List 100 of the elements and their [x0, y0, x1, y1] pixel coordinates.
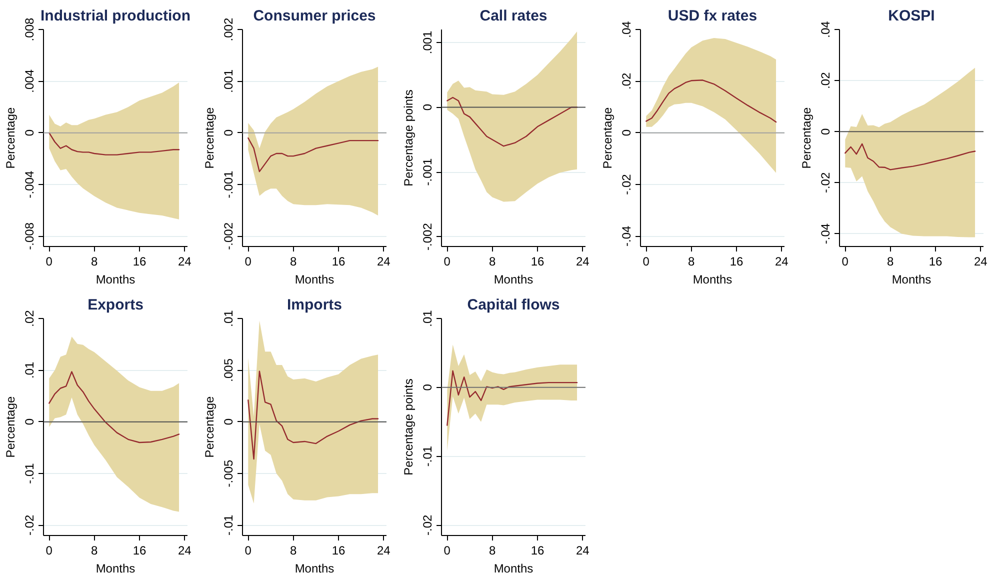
x-axis-title: Months [494, 562, 534, 576]
x-tick-label: 16 [132, 254, 146, 268]
x-axis-title: Months [892, 272, 932, 286]
y-tick-label: 0 [22, 418, 36, 426]
y-tick-label: .002 [222, 17, 236, 42]
x-tick-label: 0 [46, 254, 53, 268]
x-axis-title: Months [96, 562, 136, 576]
line-series [48, 371, 180, 444]
y-tick-label: -.005 [222, 460, 236, 488]
y-tick-label: .001 [222, 69, 236, 93]
x-axis-title: Months [294, 562, 334, 576]
y-tick-label: -.02 [22, 514, 36, 536]
x-tick-label: 24 [178, 544, 192, 558]
x-tick-label: 8 [290, 544, 297, 558]
x-tick-label: 8 [488, 544, 496, 558]
y-tick-label: .008 [22, 17, 36, 42]
y-tick-label: -.04 [818, 223, 832, 244]
x-tick-label: 0 [444, 254, 451, 268]
line-series [844, 143, 976, 170]
y-axis-title: Percentage points [402, 378, 416, 476]
y-tick-label: 0 [222, 418, 236, 426]
line-series [48, 132, 180, 156]
y-tick-label: -.02 [818, 172, 832, 194]
x-tick-label: 24 [974, 254, 988, 268]
y-tick-label: -.01 [222, 514, 236, 536]
x-tick-label: 0 [842, 254, 849, 268]
y-axis-title: Percentage [800, 106, 814, 169]
x-axis-title: Months [294, 272, 334, 286]
y-axis-title: Percentage [202, 396, 216, 458]
y-tick-label: 0 [420, 384, 434, 391]
y-tick-label: -.001 [222, 170, 236, 198]
y-tick-label: .02 [620, 72, 634, 90]
chart-title: Capital flows [467, 296, 560, 314]
y-tick-label: -.008 [22, 222, 36, 250]
line-series [646, 80, 777, 123]
line-series [248, 370, 379, 460]
x-tick-label: 24 [178, 254, 192, 268]
x-tick-label: 8 [488, 254, 496, 268]
y-tick-label: -.02 [420, 514, 434, 536]
y-tick-label: -.04 [620, 226, 634, 247]
x-tick-label: 8 [290, 254, 297, 268]
y-tick-label: 0 [818, 128, 832, 135]
y-tick-label: .04 [818, 20, 832, 38]
x-tick-label: 8 [886, 254, 894, 268]
y-tick-label: 0 [420, 104, 434, 111]
x-tick-label: 16 [332, 544, 346, 558]
x-tick-label: 0 [244, 254, 252, 268]
chart-title: Consumer prices [253, 8, 376, 24]
y-tick-label: .02 [818, 72, 832, 89]
y-tick-label: .01 [420, 310, 434, 327]
x-tick-label: 24 [576, 254, 590, 268]
y-tick-label: -.01 [22, 462, 36, 484]
y-axis-title: Percentage [4, 106, 18, 169]
x-tick-label: 0 [46, 544, 53, 558]
line-series [248, 137, 379, 172]
y-tick-label: .001 [420, 30, 434, 54]
x-axis-title: Months [96, 272, 136, 286]
x-tick-label: 16 [928, 254, 942, 268]
y-tick-label: .04 [620, 20, 634, 38]
x-tick-label: 16 [530, 254, 544, 268]
line-series [446, 96, 578, 147]
x-tick-label: 8 [90, 544, 98, 558]
x-tick-label: 24 [377, 544, 391, 558]
chart-title: Industrial production [40, 8, 191, 24]
y-tick-label: .01 [222, 310, 236, 327]
y-tick-label: -.002 [222, 222, 236, 250]
y-tick-label: 0 [222, 129, 236, 136]
chart-title: Exports [88, 296, 144, 314]
x-axis-title: Months [494, 272, 534, 286]
x-tick-label: 0 [244, 544, 252, 558]
y-axis-title: Percentage [4, 396, 18, 458]
x-tick-label: 8 [90, 254, 98, 268]
y-tick-label: .02 [22, 310, 36, 327]
y-tick-label: 0 [22, 129, 36, 136]
y-tick-label: .01 [22, 362, 36, 379]
y-tick-label: 0 [620, 129, 634, 136]
x-tick-label: 16 [530, 544, 544, 558]
chart-title: USD fx rates [668, 8, 758, 24]
line-series [446, 370, 578, 426]
chart-title: KOSPI [888, 8, 935, 24]
y-tick-label: -.02 [620, 174, 634, 195]
x-tick-label: 24 [576, 544, 590, 558]
x-tick-label: 0 [642, 254, 650, 268]
x-axis-title: Months [692, 272, 732, 286]
x-tick-label: 16 [730, 254, 744, 268]
x-tick-label: 24 [377, 254, 391, 268]
y-tick-label: .005 [222, 358, 236, 382]
y-tick-label: -.01 [420, 446, 434, 467]
y-tick-label: .004 [22, 69, 36, 93]
chart-title: Call rates [480, 8, 548, 24]
y-axis-title: Percentage [202, 106, 216, 169]
y-axis-title: Percentage [600, 106, 614, 169]
x-tick-label: 8 [688, 254, 695, 268]
x-tick-label: 16 [332, 254, 346, 268]
y-tick-label: -.001 [420, 158, 434, 186]
chart-title: Imports [287, 296, 342, 314]
y-axis-title: Percentage points [402, 90, 416, 186]
x-tick-label: 24 [775, 254, 789, 268]
y-tick-label: -.004 [22, 170, 36, 198]
y-tick-label: -.002 [420, 222, 434, 250]
